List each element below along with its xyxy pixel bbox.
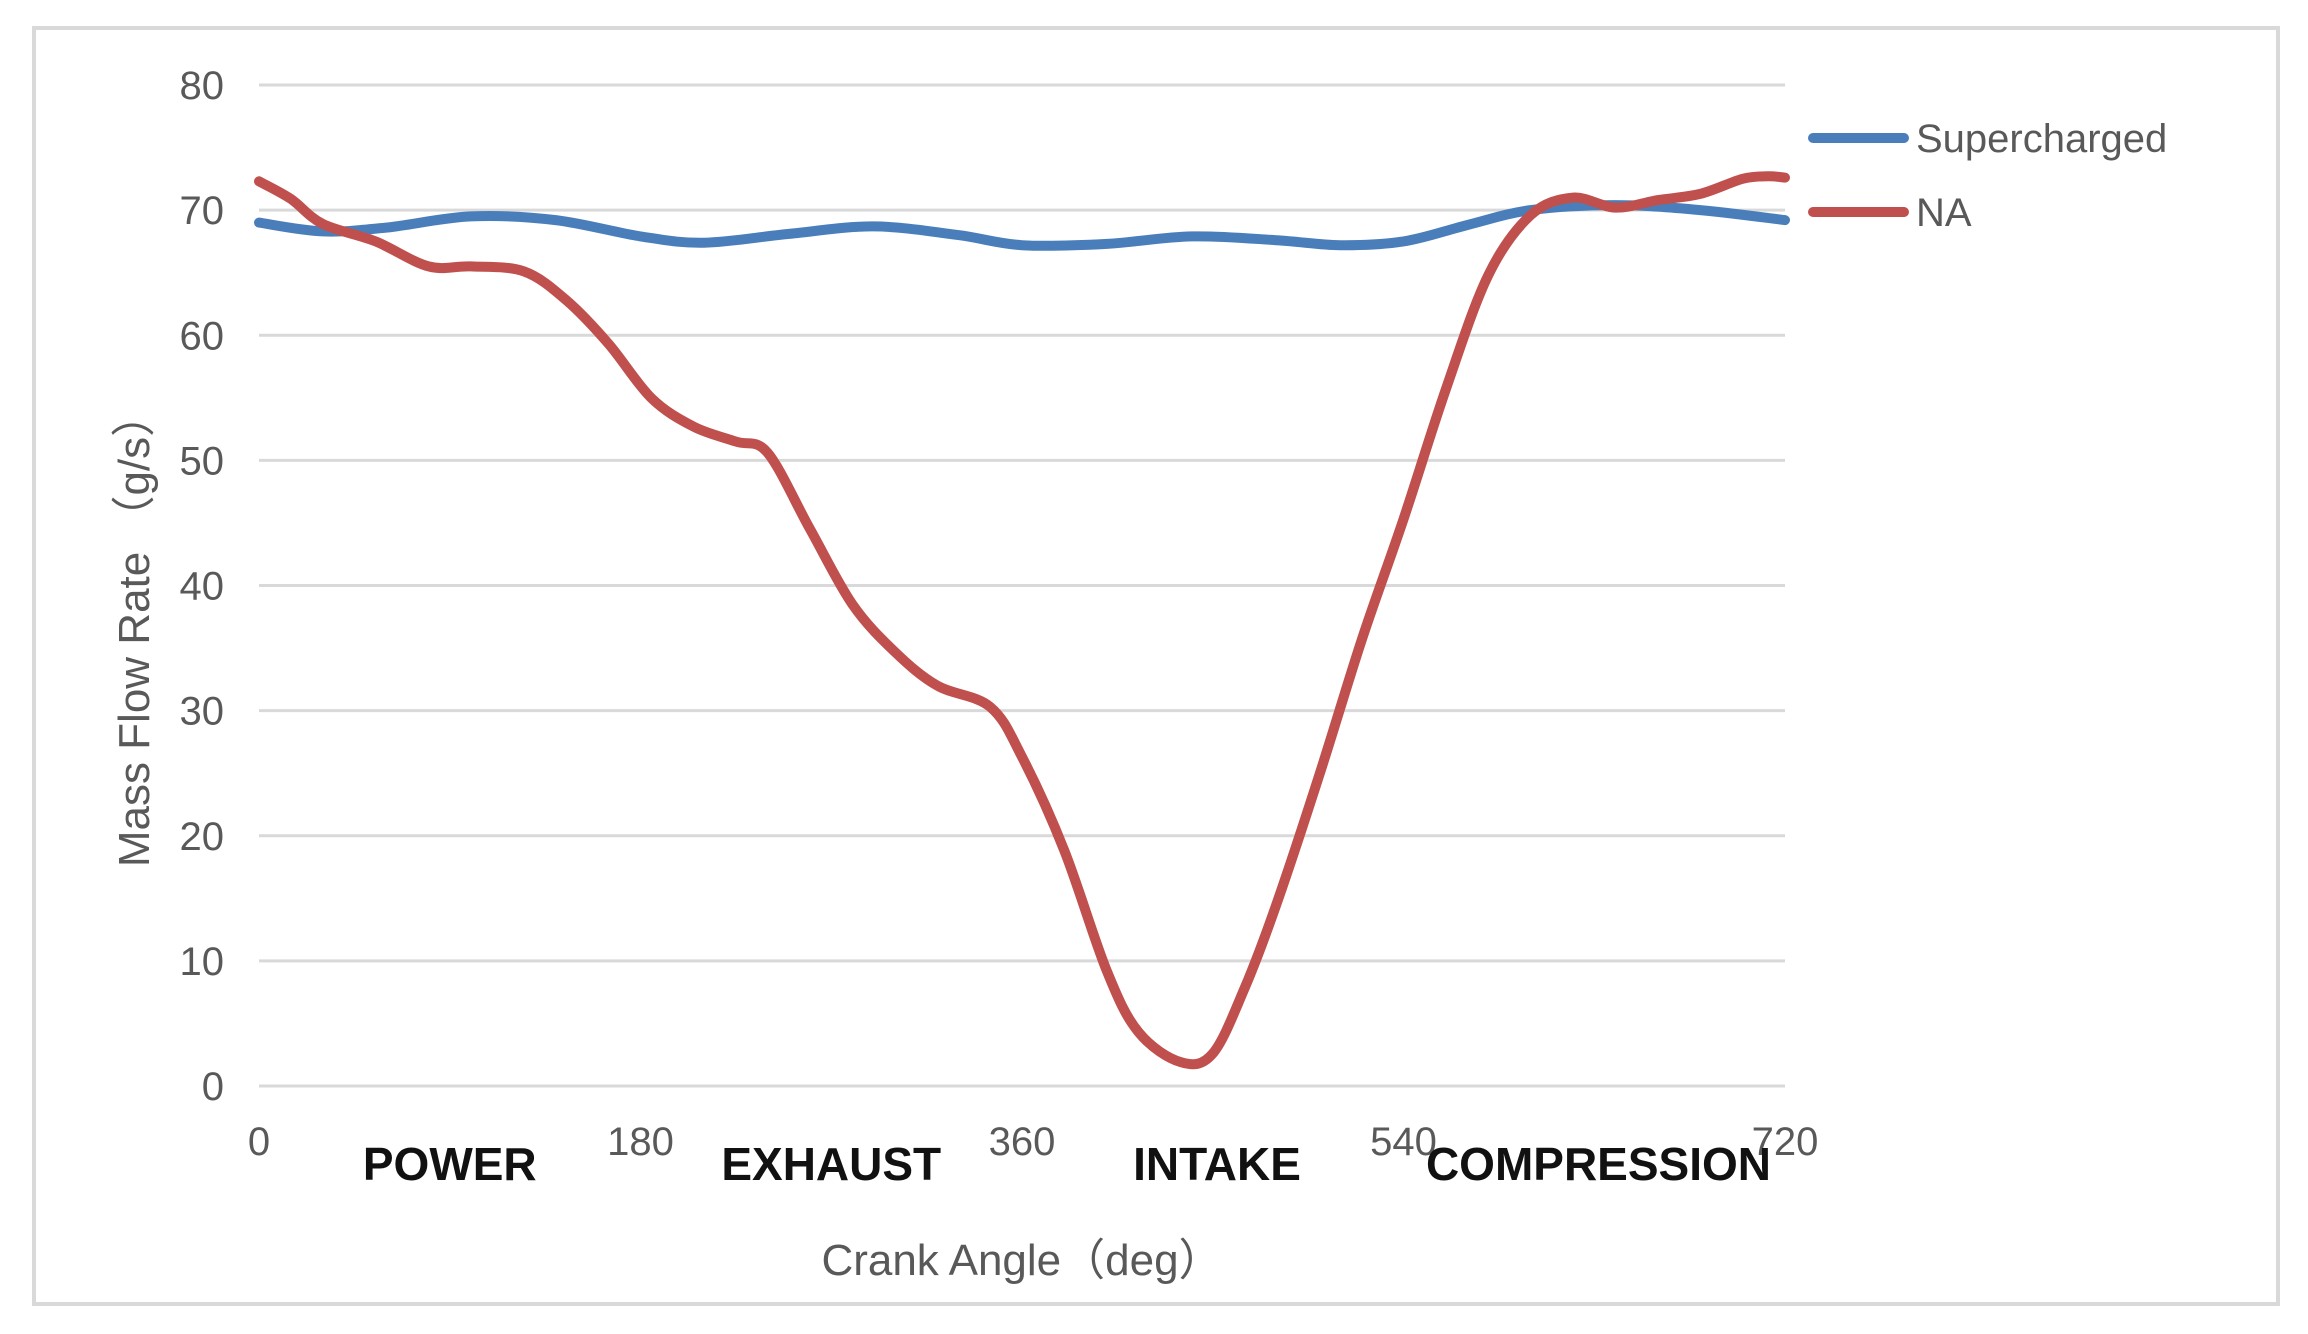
x-tick-label: 540 <box>1370 1120 1437 1164</box>
phase-label-compression: COMPRESSION <box>1426 1138 1771 1190</box>
phase-labels: POWER EXHAUST INTAKE COMPRESSION <box>363 1138 1771 1190</box>
x-tick-label: 0 <box>248 1120 270 1164</box>
y-tick-label: 20 <box>180 815 225 859</box>
y-tick-label: 10 <box>180 940 225 984</box>
y-axis-title: Mass Flow Rate （g/s） <box>110 393 159 867</box>
gridlines <box>259 83 1785 1088</box>
legend-label-na: NA <box>1916 191 1972 235</box>
y-tick-label: 40 <box>180 565 225 609</box>
phase-label-intake: INTAKE <box>1133 1138 1301 1190</box>
x-tick-label: 720 <box>1752 1120 1819 1164</box>
legend: Supercharged NA <box>1808 117 2167 235</box>
phase-label-power: POWER <box>363 1138 537 1190</box>
series-line-na <box>254 171 1790 1070</box>
legend-label-supercharged: Supercharged <box>1916 117 2167 161</box>
y-tick-label: 70 <box>180 189 225 233</box>
x-axis-title: Crank Angle（deg） <box>821 1236 1222 1285</box>
x-axis-ticks: 0 180 360 540 720 <box>248 1120 1819 1164</box>
x-tick-label: 360 <box>989 1120 1056 1164</box>
series-lines <box>254 171 1790 1070</box>
line-chart: 0 10 20 30 40 50 60 70 80 0 180 360 540 720 POWER EXH… <box>110 64 2167 1285</box>
y-tick-label: 50 <box>180 439 225 483</box>
chart-frame: 0 10 20 30 40 50 60 70 80 0 180 360 540 720 POWER EXH… <box>32 26 2280 1306</box>
y-tick-label: 60 <box>180 314 225 358</box>
phase-label-exhaust: EXHAUST <box>721 1138 941 1190</box>
y-tick-label: 80 <box>180 64 225 108</box>
series-line-supercharged <box>254 200 1790 251</box>
y-tick-label: 30 <box>180 690 225 734</box>
y-axis-ticks: 0 10 20 30 40 50 60 70 80 <box>180 64 225 1109</box>
x-tick-label: 180 <box>607 1120 674 1164</box>
y-tick-label: 0 <box>202 1065 224 1109</box>
